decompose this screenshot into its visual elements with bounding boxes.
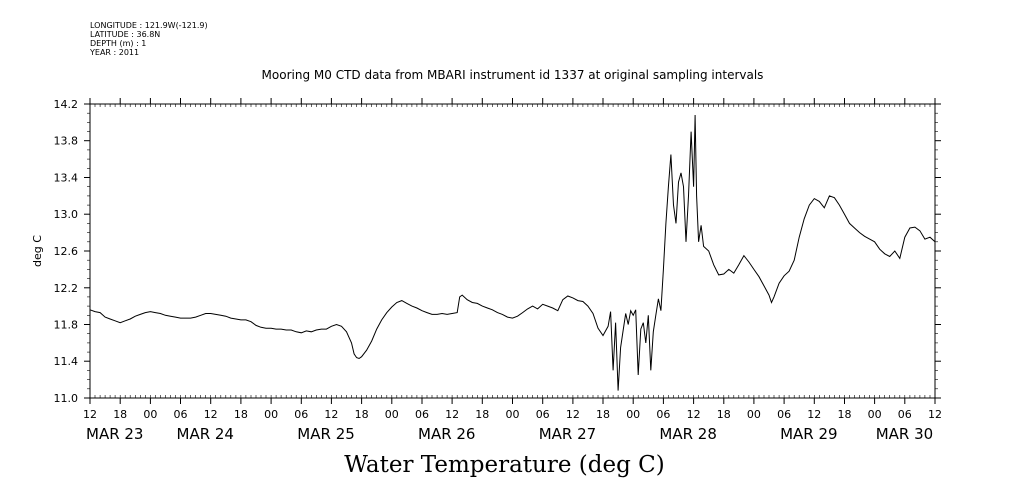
longitude-label: LONGITUDE : 121.9W(-121.9) [90,21,208,30]
x-day-label: MAR 28 [659,425,716,443]
x-tick-label: 06 [536,408,550,421]
y-tick-label: 12.6 [54,245,79,258]
x-tick-label: 18 [596,408,610,421]
y-tick-label: 13.8 [54,135,79,148]
x-day-label: MAR 29 [780,425,837,443]
x-tick-label: 12 [566,408,580,421]
x-tick-label: 18 [717,408,731,421]
tick-labels: 12 18 00 06 12 18 00 06 12 18 00 06 12 18 00 06 12 18 00 06… [54,98,943,443]
y-tick-label: 13.0 [54,208,79,221]
x-tick-label: 06 [415,408,429,421]
x-tick-label: 18 [355,408,369,421]
x-tick-label: 18 [113,408,127,421]
chart-title: Mooring M0 CTD data from MBARI instrumen… [261,68,764,82]
x-tick-label: 00 [747,408,761,421]
x-tick-label: 12 [324,408,338,421]
x-tick-label: 12 [83,408,97,421]
x-tick-label: 12 [445,408,459,421]
y-tick-label: 13.4 [54,172,79,185]
x-day-label: MAR 24 [177,425,234,443]
x-tick-label: 12 [928,408,942,421]
x-tick-label: 12 [687,408,701,421]
plot-frame [89,103,936,399]
y-tick-label: 12.2 [54,282,79,295]
x-day-label: MAR 26 [418,425,475,443]
x-tick-label: 00 [868,408,882,421]
x-tick-label: 12 [807,408,821,421]
x-tick-label: 00 [506,408,520,421]
x-day-label: MAR 30 [876,425,933,443]
x-tick-label: 18 [838,408,852,421]
latitude-label: LATITUDE : 36.8N [90,30,161,39]
y-tick-label: 11.0 [54,392,79,405]
axis-ticks [84,98,941,404]
x-tick-label: 06 [777,408,791,421]
x-tick-label: 06 [898,408,912,421]
y-tick-label: 14.2 [54,98,79,111]
x-tick-label: 06 [294,408,308,421]
x-day-label: MAR 25 [297,425,354,443]
x-tick-label: 00 [264,408,278,421]
x-axis-title: Water Temperature (deg C) [344,452,665,478]
x-tick-label: 00 [143,408,157,421]
x-tick-label: 18 [234,408,248,421]
depth-label: DEPTH (m) : 1 [90,39,147,48]
y-tick-label: 11.4 [54,355,79,368]
x-tick-label: 12 [204,408,218,421]
x-day-label: MAR 27 [539,425,596,443]
x-tick-label: 06 [656,408,670,421]
series-line-water-temperature [89,114,936,391]
y-tick-label: 11.8 [54,319,79,332]
x-day-label: MAR 23 [86,425,143,443]
x-tick-label: 18 [475,408,489,421]
x-tick-label: 00 [626,408,640,421]
year-label: YEAR : 2011 [90,48,140,57]
x-tick-label: 00 [385,408,399,421]
y-axis-label: deg C [31,235,44,267]
x-tick-label: 06 [174,408,188,421]
metadata-block: LONGITUDE : 121.9W(-121.9) LATITUDE : 36… [90,21,208,57]
